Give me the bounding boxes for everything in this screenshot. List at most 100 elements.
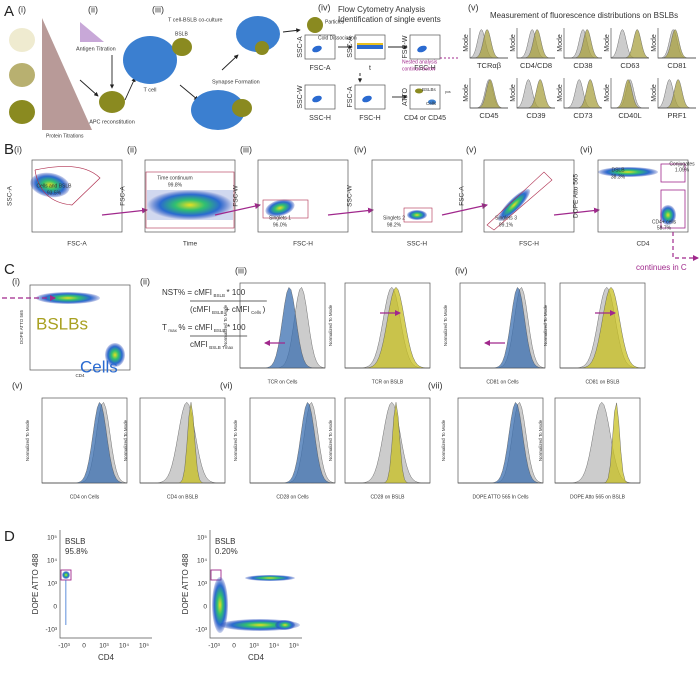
plot-frame xyxy=(257,159,349,233)
axis-label: Normalized To Mode xyxy=(441,419,446,461)
axis-label: CD28 on BSLB xyxy=(371,494,406,500)
axis-label: Normalized To Mode xyxy=(223,304,228,346)
gate-label: BSLBs xyxy=(422,87,437,92)
axes xyxy=(610,28,649,59)
y-tick-label: -10³ xyxy=(45,627,57,634)
gate-percent: 99.8% xyxy=(168,182,183,188)
events xyxy=(65,580,67,625)
axis-label: CD4 xyxy=(636,241,649,248)
arrow xyxy=(79,79,99,97)
axis-label: CD4 on Cells xyxy=(70,494,100,500)
gate-label: Cells xyxy=(426,101,437,106)
x-tick-label: -10³ xyxy=(208,643,220,650)
histogram xyxy=(457,402,544,484)
axis-label: DOPE ATTO 565 xyxy=(19,309,24,344)
subscript: Cells xyxy=(251,310,262,315)
axis-label: SSC-A xyxy=(297,36,304,58)
axis-label: Normalized To Mode xyxy=(328,304,333,346)
gate-label: Time continuum xyxy=(157,175,192,181)
x-tick-label: 10⁴ xyxy=(269,643,279,650)
bead xyxy=(9,63,35,87)
axis-label: FSC-A xyxy=(67,241,87,248)
axis-label: CD4 xyxy=(248,653,265,662)
x-tick-label: 0 xyxy=(82,643,86,650)
axis-label: Mode xyxy=(463,84,470,102)
antigen-triangle xyxy=(80,22,104,42)
gate-label: Conjugates xyxy=(669,161,695,167)
axis-label: FSC-A xyxy=(347,86,354,107)
panel-label: (i) xyxy=(18,4,26,14)
histogram xyxy=(457,402,544,484)
axis-label: Mode xyxy=(510,84,517,102)
axis-label: CD81 on BSLB xyxy=(586,379,621,385)
axis-label: Mode xyxy=(604,84,611,102)
density xyxy=(275,620,295,630)
histogram xyxy=(554,401,641,484)
plot-frame xyxy=(483,159,575,233)
panel-label: (i) xyxy=(12,276,20,286)
gate-label: BSLB xyxy=(65,537,85,546)
band xyxy=(357,43,383,45)
marker-label: TCRαβ xyxy=(477,61,502,70)
caption: T cell-BSLB co-culture xyxy=(168,17,223,23)
gate-percent: 1.09% xyxy=(675,167,690,173)
axis-label: DOPE Atto 565 on BSLB xyxy=(570,494,626,500)
histogram xyxy=(459,287,546,369)
y-tick-label: 10⁴ xyxy=(47,558,57,565)
y-tick-label: 10³ xyxy=(48,581,58,588)
histogram xyxy=(345,402,430,484)
axis-label: FSC-A xyxy=(459,186,466,206)
bead xyxy=(9,100,35,124)
x-tick-label: 10³ xyxy=(99,643,109,650)
axes xyxy=(657,28,696,59)
density xyxy=(497,188,531,222)
axis-label: CD4 on BSLB xyxy=(167,494,199,500)
arrow xyxy=(672,232,699,261)
plot-frame xyxy=(29,284,131,371)
y-tick-label: 10⁴ xyxy=(197,558,207,565)
population-label: Cells xyxy=(80,357,118,376)
marker-label: CD40L xyxy=(618,111,641,120)
histogram xyxy=(344,401,431,484)
panel-label: (v) xyxy=(468,2,479,12)
panel-label: (ii) xyxy=(88,4,98,14)
marker-label: CD45 xyxy=(479,111,498,120)
panel-letter: A xyxy=(4,3,14,20)
plot-frame xyxy=(597,159,689,233)
gate xyxy=(403,207,433,223)
arrow xyxy=(441,203,488,216)
y-tick-label: 10⁵ xyxy=(47,535,57,542)
axis-label: FSC-H xyxy=(293,241,313,248)
formula-text: * 100 xyxy=(227,323,246,332)
marker-label: CD81 xyxy=(667,61,686,70)
cell-top xyxy=(236,16,280,52)
caption: Synapse Formation xyxy=(212,79,260,85)
formula-text: cMFI xyxy=(190,340,208,349)
gate xyxy=(34,166,101,206)
panel-letter: D xyxy=(4,528,15,545)
arrow xyxy=(124,77,136,101)
axis-label: Normalized To Mode xyxy=(123,419,128,461)
panel-label: (iii) xyxy=(240,144,252,154)
marker-label: CD63 xyxy=(620,61,639,70)
histogram xyxy=(41,402,128,484)
density xyxy=(62,571,70,579)
formula-text: T xyxy=(162,323,167,332)
titration-triangle xyxy=(42,18,92,130)
gate-label: BSLB xyxy=(215,537,235,546)
axis-label: TCR on Cells xyxy=(268,379,298,385)
gate-label: Cells and BSLB xyxy=(36,183,72,189)
x-tick-label: 10⁵ xyxy=(289,643,299,650)
histogram xyxy=(41,402,128,484)
synapse-bslb xyxy=(232,99,252,117)
axis-label: Mode xyxy=(510,34,517,52)
panel-label: (vi) xyxy=(580,144,593,154)
plot-frame xyxy=(304,84,336,110)
gate xyxy=(660,189,686,229)
axis-label: DOPE Atto 565 xyxy=(573,174,580,218)
axis-label: FSC-W xyxy=(233,184,240,206)
histogram xyxy=(459,287,546,369)
gate-percent: 98.2% xyxy=(387,222,402,228)
marker-label: CD38 xyxy=(573,61,592,70)
